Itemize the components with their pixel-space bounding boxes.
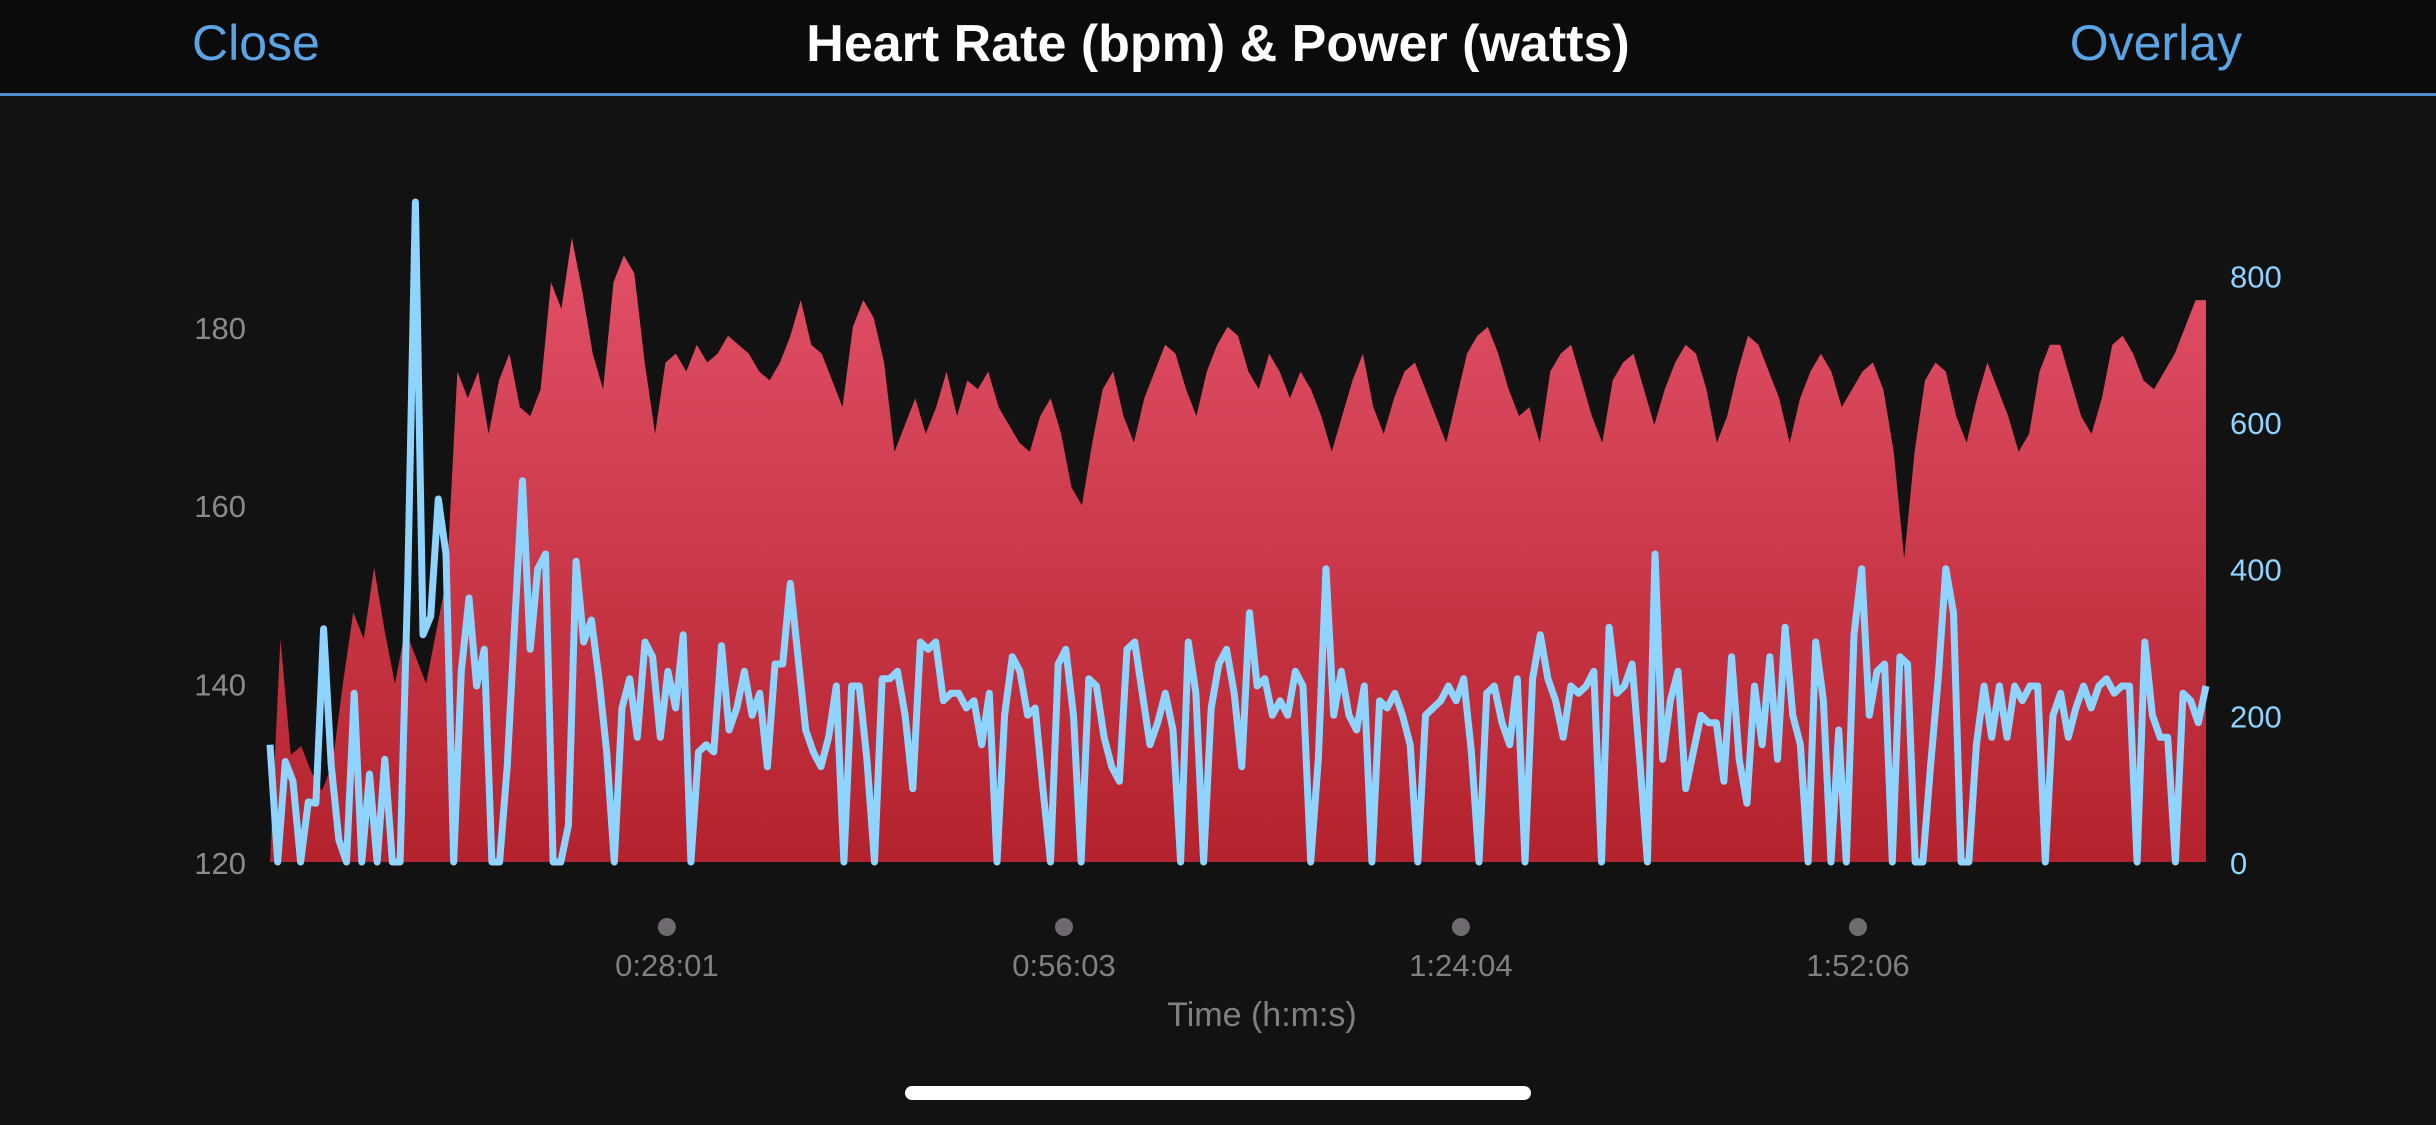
left-axis: 120 140 160 180 bbox=[194, 311, 246, 881]
left-tick-label: 140 bbox=[194, 668, 246, 703]
right-tick-label: 400 bbox=[2230, 553, 2282, 588]
x-tick-marker bbox=[1848, 918, 1867, 936]
right-tick-label: 0 bbox=[2230, 846, 2247, 881]
x-axis: 0:28:01 0:56:03 1:24:04 1:52:06 bbox=[615, 918, 1910, 983]
left-tick-label: 180 bbox=[194, 311, 246, 346]
left-tick-label: 160 bbox=[194, 489, 246, 524]
right-tick-label: 600 bbox=[2230, 406, 2282, 441]
x-tick-label: 0:28:01 bbox=[615, 948, 718, 983]
close-button[interactable]: Close bbox=[192, 15, 320, 71]
heart-rate-power-chart[interactable]: 120 140 160 180 0 200 400 600 800 0:28:01 0:56:0… bbox=[0, 96, 2436, 1076]
x-tick-label: 0:56:03 bbox=[1012, 948, 1115, 983]
top-bar: Close Heart Rate (bpm) & Power (watts) O… bbox=[0, 0, 2436, 96]
right-axis: 0 200 400 600 800 bbox=[2230, 259, 2282, 881]
left-tick-label: 120 bbox=[194, 846, 246, 881]
x-tick-marker bbox=[1054, 918, 1073, 936]
overlay-button[interactable]: Overlay bbox=[2069, 15, 2242, 71]
x-tick-label: 1:24:04 bbox=[1409, 948, 1512, 983]
power-line bbox=[266, 198, 2210, 866]
x-axis-title: Time (h:m:s) bbox=[1167, 996, 1357, 1034]
x-tick-marker bbox=[657, 918, 676, 936]
heart-rate-area bbox=[270, 237, 2206, 862]
page-title: Heart Rate (bpm) & Power (watts) bbox=[806, 15, 1630, 73]
x-tick-marker bbox=[1451, 918, 1470, 936]
right-tick-label: 800 bbox=[2230, 259, 2282, 294]
right-tick-label: 200 bbox=[2230, 699, 2282, 734]
home-indicator[interactable] bbox=[905, 1086, 1531, 1100]
x-tick-label: 1:52:06 bbox=[1806, 948, 1909, 983]
